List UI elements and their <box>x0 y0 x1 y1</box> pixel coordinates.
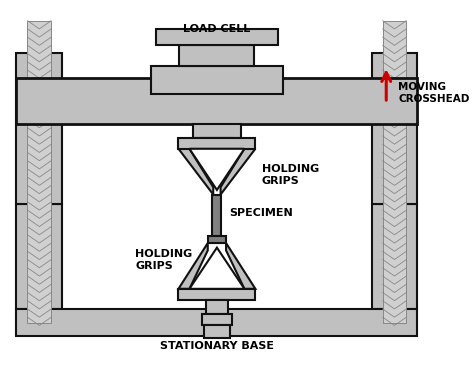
Bar <box>206 300 228 313</box>
Polygon shape <box>220 149 255 194</box>
Bar <box>208 236 226 243</box>
Bar <box>204 324 230 338</box>
Text: STATIONARY BASE: STATIONARY BASE <box>160 341 274 351</box>
Text: MOVING
CROSSHEAD: MOVING CROSSHEAD <box>398 82 470 103</box>
Polygon shape <box>190 149 245 190</box>
Bar <box>202 313 232 324</box>
Text: HOLDING
GRIPS: HOLDING GRIPS <box>262 164 319 186</box>
Bar <box>151 66 283 94</box>
Polygon shape <box>226 243 255 289</box>
Polygon shape <box>190 247 245 289</box>
Bar <box>179 138 255 149</box>
Bar <box>17 53 62 204</box>
Bar <box>372 53 418 204</box>
Bar <box>17 309 418 337</box>
Text: LOAD CELL: LOAD CELL <box>183 24 251 34</box>
Bar <box>155 29 278 45</box>
Text: HOLDING
GRIPS: HOLDING GRIPS <box>136 249 193 271</box>
Text: SPECIMEN: SPECIMEN <box>229 208 292 218</box>
Polygon shape <box>179 149 213 194</box>
Bar <box>372 204 418 309</box>
Bar <box>179 45 255 66</box>
Polygon shape <box>179 243 208 289</box>
Bar <box>193 124 241 138</box>
Bar <box>179 289 255 300</box>
Bar <box>17 78 418 124</box>
Bar <box>27 20 51 323</box>
Bar <box>212 194 221 243</box>
Bar <box>17 204 62 309</box>
Bar <box>383 20 406 323</box>
Bar <box>201 138 232 149</box>
